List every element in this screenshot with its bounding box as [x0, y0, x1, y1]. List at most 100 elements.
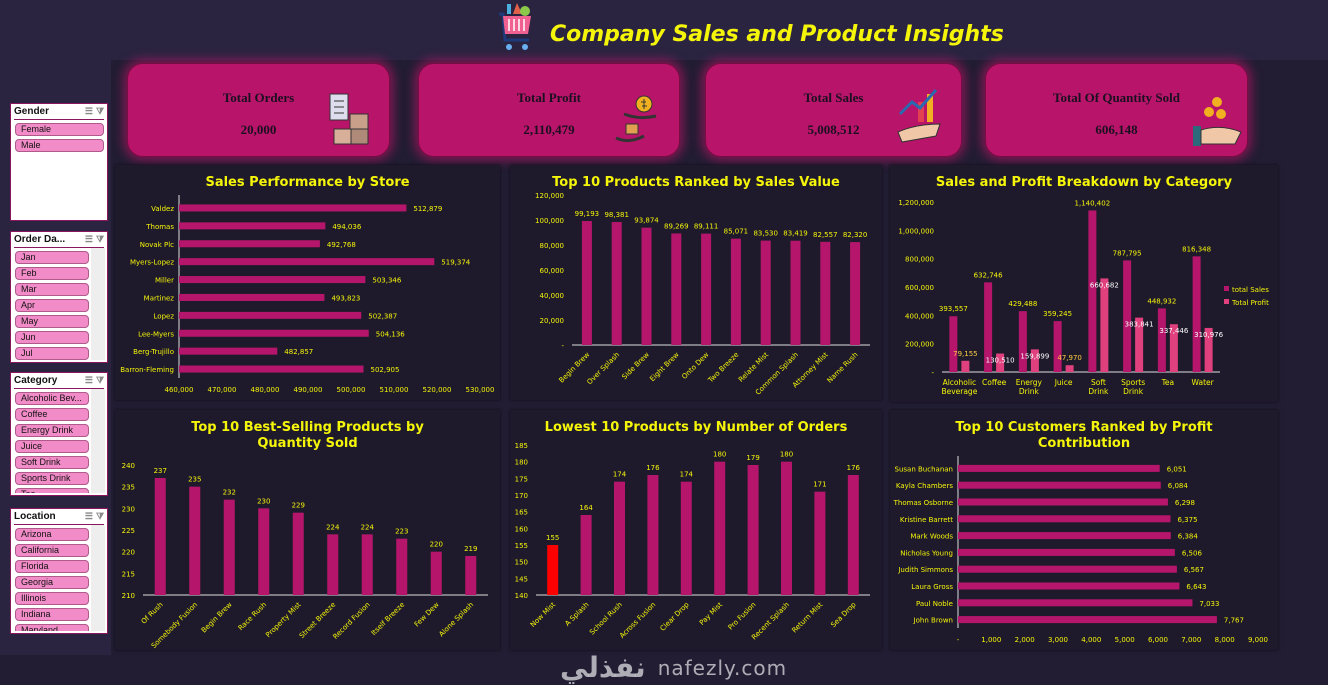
x-tick-label: Of Rush	[140, 601, 165, 626]
x-tick-label: 4,000	[1081, 636, 1101, 644]
data-label: 85,071	[724, 228, 749, 236]
chart-top-products-sales: Top 10 Products Ranked by Sales Value - 20…	[510, 165, 882, 400]
bar	[958, 548, 1175, 556]
data-label: 224	[326, 523, 340, 531]
slicer-title-text: Order Da...	[14, 234, 66, 245]
y-tick-label: 20,000	[540, 317, 565, 325]
y-tick-label: Kristine Barrett	[900, 516, 953, 524]
y-tick-label: Lopez	[154, 312, 175, 320]
slicer-item[interactable]: Jul	[15, 347, 89, 360]
x-tick-label: Clear Drop	[659, 600, 691, 632]
slicer-item[interactable]: California	[15, 544, 89, 557]
bar	[958, 599, 1193, 607]
x-tick-label: Onto Dew	[680, 351, 710, 381]
slicer-item[interactable]: Apr	[15, 299, 89, 312]
slicer-item[interactable]: Mar	[15, 283, 89, 296]
slicer-item[interactable]: Sports Drink	[15, 472, 89, 485]
bar	[996, 353, 1005, 372]
clear-filter-icon[interactable]: ⧩	[95, 375, 104, 385]
data-label: 6,375	[1178, 516, 1198, 524]
bar	[850, 242, 861, 345]
data-label: 180	[780, 451, 793, 459]
clear-filter-icon[interactable]: ⧩	[95, 234, 104, 244]
x-tick-label: Record Fusion	[331, 601, 371, 641]
bar	[396, 538, 408, 595]
clear-filter-icon[interactable]: ⧩	[95, 106, 104, 116]
bar	[958, 498, 1168, 506]
y-tick-label: John Brown	[913, 617, 953, 625]
x-tick-label: 500,000	[337, 386, 366, 394]
slicer-item[interactable]: Tea	[15, 488, 89, 493]
data-label: 179	[746, 454, 759, 462]
chart-best-selling-quantity: Top 10 Best-Selling Products by Quantity …	[115, 410, 500, 650]
watermark: نفذلي nafezly.com	[560, 651, 787, 685]
data-label: 6,384	[1178, 533, 1199, 541]
data-label: 130,510	[986, 357, 1015, 365]
multi-select-icon[interactable]: ☰	[84, 375, 93, 385]
slicer-title-text: Category	[14, 375, 58, 386]
slicer-category: Category ☰ ⧩ Alcoholic Bev... Coffee Energy D…	[10, 372, 108, 496]
slicer-item[interactable]: Indiana	[15, 608, 89, 621]
y-tick-label: Laura Gross	[911, 583, 953, 591]
y-tick-label: 140	[515, 592, 528, 600]
y-tick-label: 155	[515, 542, 528, 550]
multi-select-icon[interactable]: ☰	[84, 234, 93, 244]
data-label: 6,506	[1182, 549, 1203, 557]
slicer-item[interactable]: Energy Drink	[15, 424, 89, 437]
x-tick-label: 520,000	[423, 386, 452, 394]
y-tick-label: -	[561, 342, 564, 350]
data-label: 223	[395, 528, 408, 536]
data-label: 164	[579, 504, 593, 512]
legend-swatch	[1224, 299, 1229, 304]
slicer-item[interactable]: Soft Drink	[15, 456, 89, 469]
data-label: 502,905	[370, 366, 399, 374]
slicer-item[interactable]: May	[15, 315, 89, 328]
bar	[1065, 365, 1074, 372]
slicer-item[interactable]: Female	[15, 123, 104, 136]
slicer-order-da-: Order Da... ☰ ⧩ Jan Feb Mar Apr May Jun Jul	[10, 231, 108, 363]
bar	[258, 508, 270, 595]
bar	[790, 240, 801, 345]
slicer-item[interactable]: Georgia	[15, 576, 89, 589]
data-label: 82,557	[813, 231, 838, 239]
slicer-item[interactable]: Jan	[15, 251, 89, 264]
data-label: 180	[713, 451, 726, 459]
x-tick-label: -	[957, 636, 960, 644]
multi-select-icon[interactable]: ☰	[84, 106, 93, 116]
slicer-item[interactable]: Coffee	[15, 408, 89, 421]
slicer-scrollbar[interactable]	[91, 389, 105, 493]
bar	[179, 365, 364, 373]
chart-title: Contribution	[1038, 436, 1130, 451]
x-tick-label: 7,000	[1181, 636, 1201, 644]
x-tick-label: 490,000	[294, 386, 323, 394]
slicer-scrollbar[interactable]	[91, 525, 105, 631]
slicer-item[interactable]: Feb	[15, 267, 89, 280]
data-label: 632,746	[974, 271, 1003, 279]
bar	[820, 241, 831, 345]
data-label: 176	[646, 464, 660, 472]
slicer-item[interactable]: Male	[15, 139, 104, 152]
bar	[814, 491, 826, 595]
bar	[179, 240, 320, 248]
slicer-scrollbar[interactable]	[91, 248, 105, 360]
chart-title: Lowest 10 Products by Number of Orders	[545, 420, 848, 435]
bar	[1192, 256, 1201, 372]
slicer-item[interactable]: Arizona	[15, 528, 89, 541]
slicer-item[interactable]: Florida	[15, 560, 89, 573]
multi-select-icon[interactable]: ☰	[84, 511, 93, 521]
bar	[680, 481, 692, 595]
x-tick-label: Name Rush	[826, 351, 860, 385]
x-tick-label: Two Breeze	[706, 351, 740, 385]
chart-title: Sales Performance by Store	[205, 175, 409, 190]
page-title: Company Sales and Product Insights	[550, 22, 1004, 47]
y-tick-label: 145	[515, 575, 528, 583]
slicer-item[interactable]: Jun	[15, 331, 89, 344]
slicer-item[interactable]: Juice	[15, 440, 89, 453]
data-label: 6,643	[1186, 583, 1206, 591]
x-tick-label: 5,000	[1115, 636, 1135, 644]
slicer-item[interactable]: Alcoholic Bev...	[15, 392, 89, 405]
data-label: 492,768	[327, 241, 356, 249]
slicer-item[interactable]: Maryland	[15, 624, 89, 631]
slicer-item[interactable]: Illinois	[15, 592, 89, 605]
clear-filter-icon[interactable]: ⧩	[95, 511, 104, 521]
